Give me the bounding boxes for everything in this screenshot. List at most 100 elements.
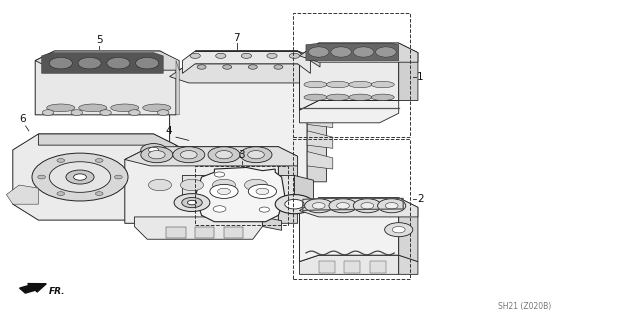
Circle shape — [305, 199, 333, 213]
Circle shape — [32, 153, 128, 201]
Bar — [293, 139, 410, 279]
Ellipse shape — [349, 94, 372, 100]
Polygon shape — [262, 217, 282, 230]
Circle shape — [38, 175, 45, 179]
Circle shape — [259, 207, 269, 212]
Circle shape — [42, 110, 54, 115]
FancyArrow shape — [20, 284, 46, 293]
Polygon shape — [125, 147, 278, 223]
Polygon shape — [42, 53, 163, 73]
Circle shape — [71, 110, 83, 115]
Circle shape — [241, 53, 252, 58]
Circle shape — [213, 206, 226, 212]
Bar — [319, 261, 335, 273]
Circle shape — [240, 147, 272, 163]
Circle shape — [180, 179, 204, 191]
Polygon shape — [170, 64, 307, 182]
Circle shape — [180, 151, 197, 159]
Circle shape — [248, 65, 257, 69]
Ellipse shape — [47, 104, 75, 112]
Circle shape — [148, 147, 159, 152]
Polygon shape — [307, 64, 326, 182]
Circle shape — [312, 203, 325, 209]
Polygon shape — [307, 110, 333, 128]
Polygon shape — [399, 255, 418, 274]
Circle shape — [115, 175, 122, 179]
Circle shape — [107, 57, 130, 69]
Circle shape — [197, 65, 206, 69]
Polygon shape — [38, 134, 176, 155]
Text: FR.: FR. — [49, 287, 65, 296]
Polygon shape — [195, 51, 320, 67]
Circle shape — [274, 65, 283, 69]
Ellipse shape — [304, 81, 327, 88]
Circle shape — [216, 53, 226, 58]
Polygon shape — [300, 43, 418, 62]
Ellipse shape — [349, 81, 372, 88]
Polygon shape — [170, 64, 326, 83]
Bar — [224, 227, 243, 238]
Text: 5: 5 — [96, 35, 102, 45]
Circle shape — [148, 179, 172, 191]
Polygon shape — [182, 175, 294, 207]
Circle shape — [361, 203, 374, 209]
Circle shape — [353, 199, 381, 213]
Polygon shape — [300, 198, 418, 217]
Circle shape — [267, 53, 277, 58]
Circle shape — [208, 147, 240, 163]
Circle shape — [392, 226, 405, 233]
Circle shape — [57, 192, 65, 196]
Circle shape — [182, 197, 202, 208]
Polygon shape — [134, 217, 262, 239]
Circle shape — [74, 174, 86, 180]
Polygon shape — [278, 147, 298, 223]
Circle shape — [78, 57, 101, 69]
Circle shape — [95, 192, 103, 196]
Circle shape — [216, 151, 232, 159]
Circle shape — [212, 179, 236, 191]
Polygon shape — [307, 152, 333, 169]
Text: 6: 6 — [19, 115, 26, 124]
Circle shape — [308, 47, 329, 57]
Text: 4: 4 — [165, 126, 172, 136]
Polygon shape — [399, 198, 418, 262]
Polygon shape — [306, 44, 399, 61]
Circle shape — [256, 188, 269, 195]
Circle shape — [329, 199, 357, 213]
Polygon shape — [294, 175, 314, 199]
Bar — [166, 227, 186, 238]
Circle shape — [49, 162, 111, 192]
Ellipse shape — [371, 81, 394, 88]
Ellipse shape — [79, 104, 107, 112]
Circle shape — [173, 147, 205, 163]
Circle shape — [157, 110, 169, 115]
Text: 7: 7 — [234, 33, 240, 43]
Polygon shape — [300, 100, 399, 123]
Circle shape — [353, 47, 374, 57]
Polygon shape — [300, 198, 399, 262]
Circle shape — [141, 147, 173, 163]
Polygon shape — [6, 185, 38, 204]
Circle shape — [100, 110, 111, 115]
Circle shape — [66, 170, 94, 184]
Circle shape — [378, 199, 406, 213]
Circle shape — [218, 188, 230, 195]
Text: 2: 2 — [417, 194, 424, 204]
Ellipse shape — [143, 104, 171, 112]
Circle shape — [337, 203, 349, 209]
Polygon shape — [307, 89, 333, 107]
Circle shape — [49, 57, 72, 69]
Circle shape — [129, 110, 140, 115]
Circle shape — [148, 151, 165, 159]
Bar — [293, 13, 410, 137]
Text: SH21 (Z020B): SH21 (Z020B) — [498, 302, 552, 311]
Circle shape — [95, 159, 103, 162]
Text: 1: 1 — [417, 71, 424, 82]
Polygon shape — [195, 167, 285, 222]
Circle shape — [141, 144, 166, 156]
Circle shape — [285, 199, 304, 209]
Ellipse shape — [111, 104, 139, 112]
Polygon shape — [125, 147, 298, 166]
Circle shape — [174, 194, 210, 211]
Polygon shape — [182, 51, 310, 73]
